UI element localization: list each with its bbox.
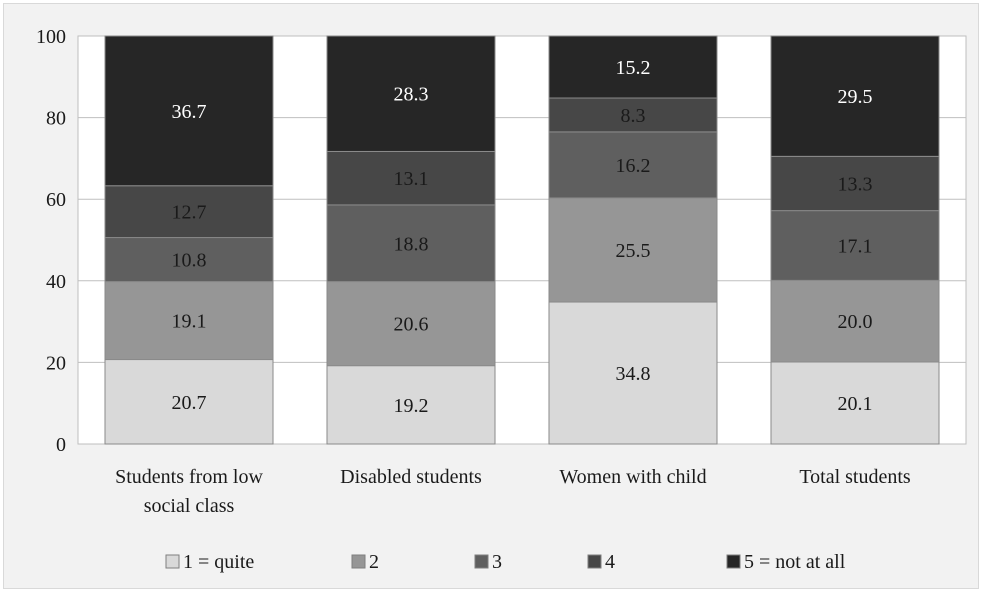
bar-segment bbox=[104, 35, 274, 187]
y-tick-label: 100 bbox=[36, 26, 66, 48]
data-label: 28.3 bbox=[394, 84, 429, 106]
legend-swatch bbox=[351, 554, 366, 569]
legend-label: 3 bbox=[492, 551, 502, 573]
bar-segment bbox=[548, 131, 718, 199]
data-label: 15.2 bbox=[616, 57, 651, 79]
y-tick-label: 80 bbox=[46, 108, 66, 130]
data-label: 36.7 bbox=[172, 101, 207, 123]
bar-segment bbox=[548, 97, 718, 133]
bar-segment bbox=[770, 155, 940, 212]
legend-swatch bbox=[165, 554, 180, 569]
data-label: 29.5 bbox=[838, 86, 873, 108]
data-label: 12.7 bbox=[172, 202, 207, 224]
legend-label: 5 = not at all bbox=[744, 551, 846, 573]
data-label: 19.2 bbox=[394, 395, 429, 417]
data-label: 20.0 bbox=[838, 311, 873, 333]
legend-label: 1 = quite bbox=[183, 551, 254, 573]
data-label: 18.8 bbox=[394, 233, 429, 255]
data-label: 8.3 bbox=[621, 105, 646, 127]
data-label: 16.2 bbox=[616, 155, 651, 177]
x-tick-label: Disabled students bbox=[340, 466, 482, 488]
legend-swatch bbox=[726, 554, 741, 569]
legend-item: 1 = quite bbox=[165, 551, 254, 573]
y-tick-label: 20 bbox=[46, 352, 66, 374]
bar-segment bbox=[548, 197, 718, 303]
data-label: 19.1 bbox=[172, 311, 207, 333]
x-tick-label: Total students bbox=[799, 466, 911, 488]
data-label: 20.6 bbox=[394, 314, 429, 336]
x-tick-label: Students from low bbox=[115, 466, 263, 488]
legend-label: 2 bbox=[369, 551, 379, 573]
data-label: 20.7 bbox=[172, 392, 207, 414]
bar-segment bbox=[326, 204, 496, 283]
bar-segment bbox=[770, 210, 940, 281]
bar-segment bbox=[770, 35, 940, 157]
legend-swatch bbox=[474, 554, 489, 569]
bar-segment bbox=[548, 35, 718, 99]
legend-item: 4 bbox=[587, 551, 615, 573]
y-tick-label: 0 bbox=[56, 434, 66, 456]
data-label: 10.8 bbox=[172, 250, 207, 272]
y-tick-label: 40 bbox=[46, 271, 66, 293]
legend-swatch bbox=[587, 554, 602, 569]
legend-item: 3 bbox=[474, 551, 502, 573]
legend-item: 5 = not at all bbox=[726, 551, 846, 573]
legend-item: 2 bbox=[351, 551, 379, 573]
y-tick-label: 60 bbox=[46, 189, 66, 211]
data-label: 13.3 bbox=[838, 173, 873, 195]
data-label: 13.1 bbox=[394, 168, 429, 190]
bar-segment bbox=[770, 361, 940, 445]
bar-segment bbox=[548, 301, 718, 445]
data-label: 34.8 bbox=[616, 363, 651, 385]
bar-segment bbox=[326, 365, 496, 445]
bar-segment bbox=[770, 279, 940, 363]
bar-segment bbox=[326, 35, 496, 152]
bar-segment bbox=[326, 281, 496, 367]
legend-label: 4 bbox=[605, 551, 615, 573]
bar-segment bbox=[326, 150, 496, 206]
data-label: 17.1 bbox=[838, 236, 873, 258]
x-tick-label: social class bbox=[144, 495, 235, 517]
x-tick-label: Women with child bbox=[559, 466, 706, 488]
data-label: 20.1 bbox=[838, 393, 873, 415]
data-label: 25.5 bbox=[616, 240, 651, 262]
